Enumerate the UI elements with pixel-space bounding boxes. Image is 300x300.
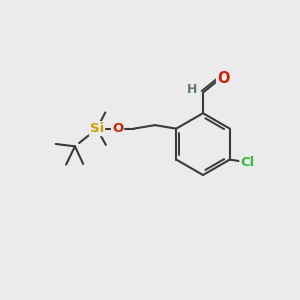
Text: Cl: Cl <box>240 156 255 169</box>
Text: O: O <box>112 122 123 135</box>
Text: H: H <box>187 82 197 95</box>
Text: O: O <box>217 71 230 86</box>
Text: Si: Si <box>90 122 104 135</box>
